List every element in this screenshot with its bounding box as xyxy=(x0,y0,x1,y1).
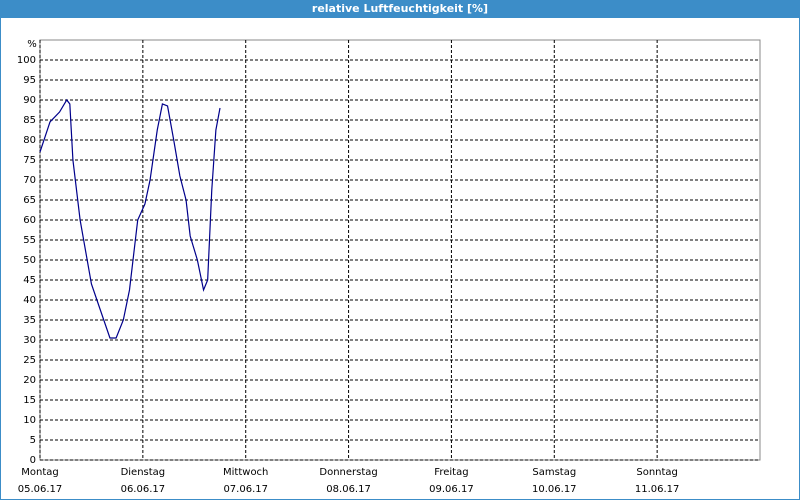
y-unit: % xyxy=(27,39,37,50)
x-tick-date: 08.06.17 xyxy=(326,484,371,495)
x-tick-label: Samstag xyxy=(532,467,576,478)
x-tick-label: Sonntag xyxy=(636,467,678,478)
y-tick-label: 60 xyxy=(23,215,36,226)
y-tick-label: 65 xyxy=(23,195,36,206)
y-tick-label: 100 xyxy=(17,55,36,66)
x-tick-date: 07.06.17 xyxy=(223,484,268,495)
y-tick-label: 20 xyxy=(23,375,36,386)
x-tick-date: 05.06.17 xyxy=(18,484,63,495)
x-tick-date: 09.06.17 xyxy=(429,484,474,495)
y-tick-label: 70 xyxy=(23,175,36,186)
y-tick-label: 30 xyxy=(23,335,36,346)
y-tick-label: 50 xyxy=(23,255,36,266)
x-tick-label: Dienstag xyxy=(121,467,166,478)
data-line xyxy=(39,98,221,339)
y-tick-label: 10 xyxy=(23,415,36,426)
y-tick-label: 0 xyxy=(30,455,36,466)
x-tick-date: 11.06.17 xyxy=(635,484,680,495)
y-tick-label: 95 xyxy=(23,75,36,86)
y-tick-label: 90 xyxy=(23,95,36,106)
chart-title: relative Luftfeuchtigkeit [%] xyxy=(312,2,488,15)
y-tick-label: 35 xyxy=(23,315,36,326)
y-tick-label: 80 xyxy=(23,135,36,146)
y-tick-label: 25 xyxy=(23,355,36,366)
x-tick-label: Freitag xyxy=(434,467,468,478)
x-tick-label: Donnerstag xyxy=(319,467,377,478)
y-tick-label: 40 xyxy=(23,295,36,306)
title-bar xyxy=(0,0,800,18)
y-tick-label: 55 xyxy=(23,235,36,246)
x-tick-date: 06.06.17 xyxy=(121,484,166,495)
y-tick-label: 5 xyxy=(30,435,36,446)
x-tick-label: Montag xyxy=(21,467,58,478)
x-tick-date: 10.06.17 xyxy=(532,484,577,495)
x-tick-label: Mittwoch xyxy=(223,467,268,478)
y-tick-label: 45 xyxy=(23,275,36,286)
y-tick-label: 75 xyxy=(23,155,36,166)
y-tick-label: 15 xyxy=(23,395,36,406)
y-tick-label: 85 xyxy=(23,115,36,126)
